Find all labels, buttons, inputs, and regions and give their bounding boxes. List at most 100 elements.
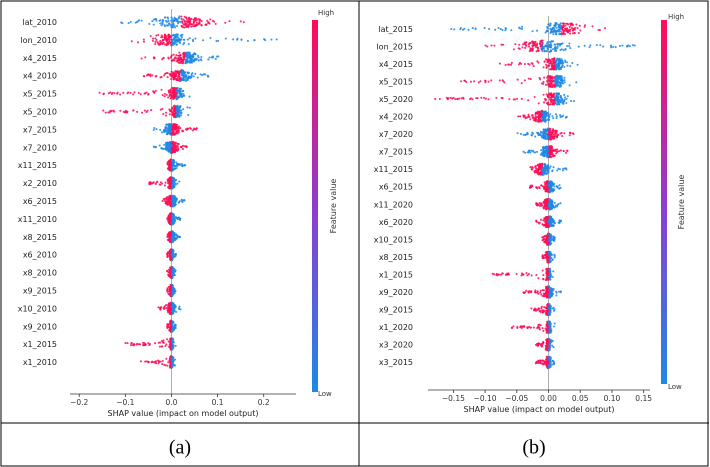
shap-point [169, 158, 172, 161]
shap-point [194, 17, 197, 20]
shap-point [184, 79, 187, 82]
shap-point [135, 343, 138, 346]
shap-point [263, 38, 266, 41]
shap-point [159, 40, 162, 43]
shap-point [497, 26, 500, 30]
shap-point [557, 167, 560, 170]
shap-point [517, 47, 520, 50]
shap-point [520, 82, 523, 85]
shap-point [172, 271, 175, 274]
shap-point [579, 29, 582, 32]
shap-point [174, 70, 177, 73]
shap-point [187, 43, 190, 46]
shap-point [174, 123, 177, 126]
shap-point [177, 71, 180, 75]
shap-point [158, 144, 161, 147]
shap-point [177, 147, 180, 150]
shap-point [550, 98, 553, 101]
shap-point [159, 306, 162, 309]
shap-point [152, 128, 155, 132]
shap-point [174, 269, 177, 272]
shap-point [180, 18, 183, 21]
shap-point [151, 20, 154, 23]
shap-point [546, 27, 549, 30]
shap-point [171, 205, 174, 208]
shap-point [588, 46, 591, 49]
shap-point [161, 182, 164, 185]
shap-point [560, 65, 563, 68]
shap-point [166, 364, 169, 367]
shap-point [180, 111, 183, 114]
shap-point [170, 272, 173, 275]
shap-point [192, 60, 195, 63]
shap-point [171, 133, 174, 136]
shap-point [559, 95, 562, 98]
shap-point [161, 21, 164, 24]
shap-point [176, 127, 179, 130]
shap-point [167, 17, 170, 20]
shap-point [559, 116, 562, 119]
shap-point [509, 63, 513, 66]
shap-point [181, 164, 184, 167]
shap-point [559, 132, 562, 135]
colorbar-low-label: Low [318, 390, 332, 398]
shap-point [210, 56, 213, 59]
shap-point [137, 91, 140, 94]
shap-point [169, 230, 172, 234]
shap-point [180, 198, 183, 201]
shap-point [543, 98, 547, 101]
shap-point [159, 128, 162, 131]
shap-point [124, 341, 127, 345]
shap-point [188, 61, 191, 64]
shap-point [543, 49, 546, 52]
shap-point [159, 22, 162, 25]
shap-point [190, 17, 193, 20]
shap-point [564, 27, 567, 30]
shap-point [539, 119, 542, 122]
shap-point [179, 163, 182, 166]
shap-point [549, 136, 552, 139]
shap-point [546, 148, 549, 151]
shap-point [170, 123, 173, 126]
shap-point [171, 337, 174, 340]
shap-point [504, 27, 507, 30]
shap-point [173, 358, 177, 361]
shap-point [182, 108, 185, 111]
feature-label: x8_2015 [23, 233, 57, 242]
shap-point [167, 122, 170, 126]
shap-point [517, 26, 521, 29]
shap-point [179, 76, 182, 79]
shap-point [174, 326, 177, 329]
shap-point [169, 256, 172, 259]
shap-point [540, 44, 543, 47]
shap-point [169, 56, 173, 59]
shap-point [477, 81, 480, 84]
shap-point [559, 85, 562, 88]
shap-point [174, 144, 177, 147]
shap-point [168, 90, 171, 93]
shap-point [558, 100, 561, 103]
shap-point [168, 345, 171, 348]
shap-point [633, 44, 636, 47]
shap-point [192, 55, 195, 58]
shap-point [553, 154, 557, 157]
shap-point [559, 22, 562, 25]
feature-label: x5_2010 [23, 107, 57, 116]
shap-point [536, 110, 539, 113]
shap-point [171, 201, 174, 204]
shap-point [224, 37, 227, 40]
shap-point [169, 186, 172, 189]
shap-point [524, 151, 527, 154]
shap-point [163, 143, 166, 146]
shap-point [170, 269, 173, 272]
shap-point [550, 93, 553, 96]
shap-point [175, 234, 179, 237]
shap-point [195, 57, 198, 60]
shap-point [133, 91, 136, 94]
shap-point [156, 41, 159, 44]
shap-point [554, 113, 558, 116]
shap-point [562, 149, 565, 152]
shap-point [168, 36, 171, 39]
shap-point [172, 113, 175, 117]
